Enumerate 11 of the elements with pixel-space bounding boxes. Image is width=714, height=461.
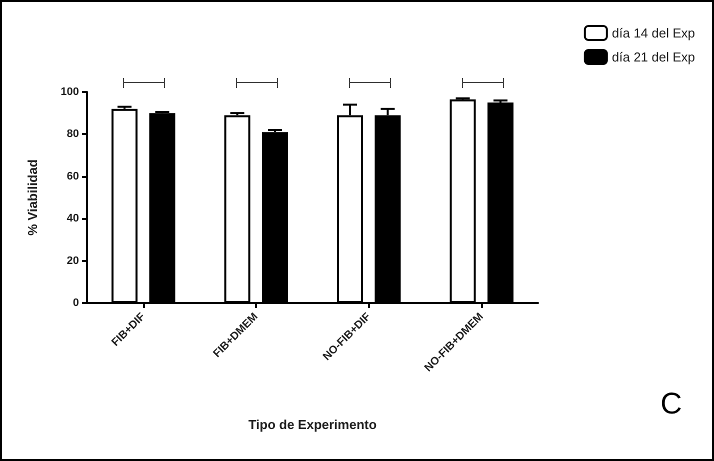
y-tick-label: 0 [72,297,79,309]
x-axis-title: Tipo de Experimento [248,417,377,432]
legend-label: día 14 del Exp [612,26,696,40]
y-axis-title: % Viabilidad [25,159,40,236]
y-tick-label: 40 [66,212,79,225]
legend-label: día 21 del Exp [612,50,696,64]
y-tick-label: 20 [66,254,79,267]
y-tick-label: 100 [60,86,79,98]
text: C [660,388,682,420]
y-tick-label: 60 [66,170,79,182]
y-tick-label: 80 [66,128,79,140]
